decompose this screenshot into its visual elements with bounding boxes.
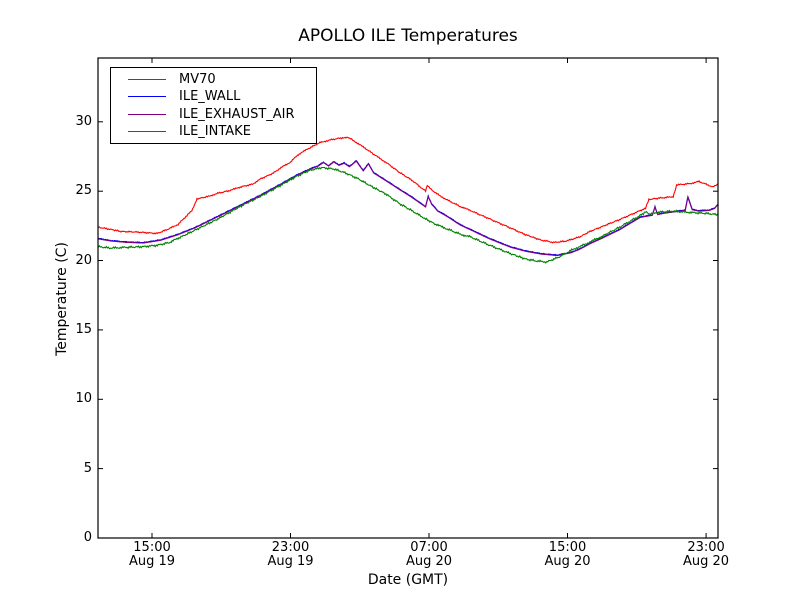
- legend-label: MV70: [179, 72, 216, 88]
- x-axis-label: Date (GMT): [367, 572, 449, 588]
- legend-row: ILE_EXHAUST_AIR: [111, 106, 316, 122]
- series-line-ile_intake: [98, 166, 718, 264]
- x-tick-time: 07:00: [410, 540, 448, 555]
- y-tick-label: 5: [83, 460, 92, 476]
- y-tick-label: 15: [75, 321, 92, 337]
- x-tick-time: 23:00: [271, 540, 310, 555]
- series-line-mv70: [98, 136, 718, 244]
- x-tick-date: Aug 20: [544, 554, 591, 569]
- x-tick-date: Aug 19: [267, 554, 314, 569]
- legend: MV70 ILE_WALL ILE_EXHAUST_AIR ILE_INTAKE: [110, 67, 317, 144]
- y-tick-label: 0: [83, 530, 92, 545]
- series-lines: [98, 136, 718, 264]
- axes-frame: [97, 57, 719, 539]
- series-line-ile_exhaust_air: [98, 160, 718, 257]
- x-tick-label: 23:00 Aug 20: [661, 541, 751, 569]
- legend-label: ILE_WALL: [179, 89, 241, 105]
- x-tick-label: 23:00 Aug 19: [246, 541, 336, 569]
- legend-row: ILE_INTAKE: [111, 123, 316, 139]
- legend-line-swatch: [128, 113, 166, 115]
- x-tick-label: 15:00 Aug 19: [107, 541, 197, 569]
- x-tick-date: Aug 20: [406, 554, 453, 569]
- legend-line-swatch: [128, 96, 166, 98]
- legend-label: ILE_EXHAUST_AIR: [179, 106, 295, 122]
- x-tick-time: 15:00: [133, 540, 171, 555]
- legend-row: ILE_WALL: [111, 89, 316, 105]
- series-line-ile_wall: [98, 160, 718, 256]
- y-axis-label: Temperature (C): [54, 242, 70, 356]
- x-tick-date: Aug 20: [683, 554, 730, 569]
- y-tick-label: 10: [75, 391, 92, 407]
- axis-ticks: [98, 58, 718, 539]
- x-tick-time: 15:00: [548, 540, 587, 555]
- y-tick-label: 30: [75, 113, 92, 129]
- legend-line-swatch: [128, 130, 166, 132]
- x-tick-date: Aug 19: [128, 554, 176, 569]
- legend-line-swatch: [128, 79, 166, 81]
- x-tick-label: 15:00 Aug 20: [523, 541, 613, 569]
- x-tick-label: 07:00 Aug 20: [384, 541, 474, 569]
- x-tick-time: 23:00: [687, 540, 725, 555]
- y-tick-label: 25: [75, 183, 92, 199]
- y-tick-label: 20: [75, 252, 92, 268]
- legend-label: ILE_INTAKE: [179, 123, 251, 139]
- legend-row: MV70: [111, 72, 316, 88]
- chart-title: APOLLO ILE Temperatures: [298, 26, 518, 46]
